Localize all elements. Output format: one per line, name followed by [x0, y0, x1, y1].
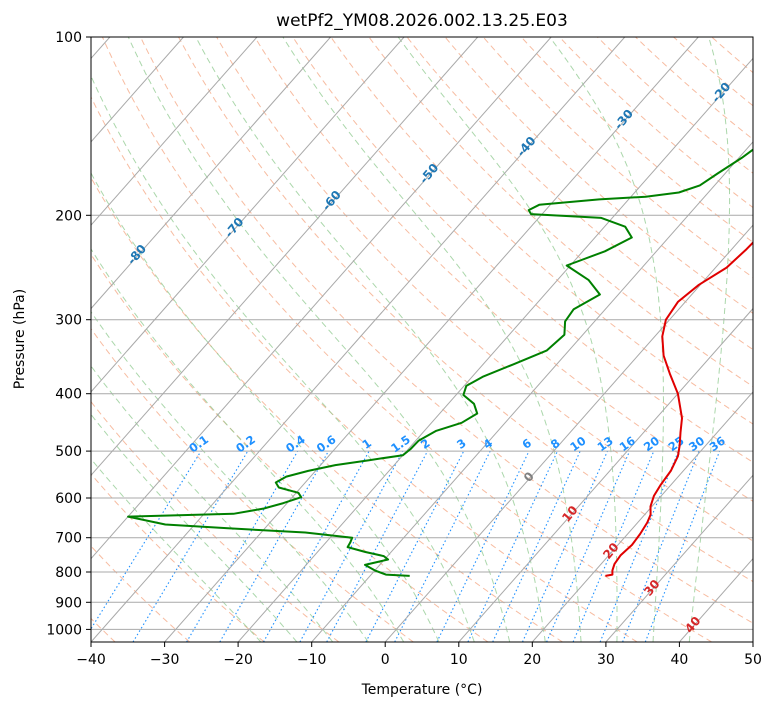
x-tick-label: 40	[670, 652, 688, 668]
y-tick-label: 600	[55, 491, 82, 507]
y-tick-label: 500	[55, 444, 82, 460]
y-tick-label: 100	[55, 30, 82, 46]
x-tick-label: −30	[150, 652, 180, 668]
x-tick-label: 30	[597, 652, 615, 668]
x-tick-label: 20	[523, 652, 541, 668]
y-tick-label: 700	[55, 531, 82, 547]
y-tick-label: 200	[55, 208, 82, 224]
y-tick-label: 1000	[46, 622, 82, 638]
x-tick-label: 10	[450, 652, 468, 668]
y-tick-label: 900	[55, 595, 82, 611]
x-tick-label: 0	[381, 652, 390, 668]
y-axis-label: Pressure (hPa)	[12, 289, 28, 389]
x-tick-label: −40	[76, 652, 106, 668]
x-tick-label: −10	[297, 652, 327, 668]
x-tick-label: −20	[223, 652, 253, 668]
x-tick-label: 50	[744, 652, 762, 668]
y-tick-label: 400	[55, 387, 82, 403]
x-axis-label: Temperature (°C)	[361, 682, 483, 698]
y-tick-label: 800	[55, 565, 82, 581]
chart-title: wetPf2_YM08.2026.002.13.25.E03	[276, 11, 568, 31]
y-tick-label: 300	[55, 313, 82, 329]
